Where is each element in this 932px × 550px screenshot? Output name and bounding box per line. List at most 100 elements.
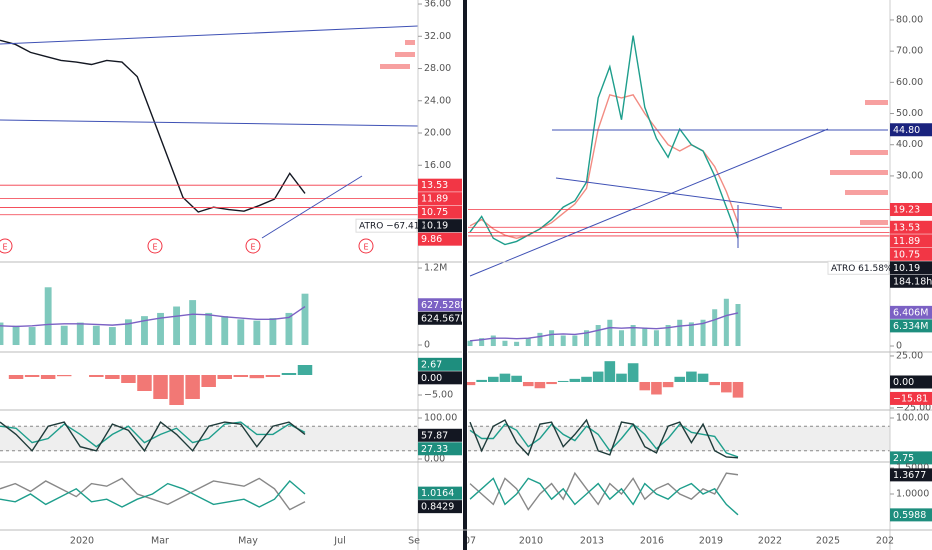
histogram-bar — [546, 381, 557, 385]
volume-bar — [549, 330, 555, 347]
series-line — [0, 39, 306, 213]
price-tag-label: 1.3677 — [893, 470, 926, 481]
volume-bar — [237, 319, 245, 346]
trend-line — [469, 128, 829, 277]
volume-bar — [44, 287, 52, 346]
histogram-bar — [686, 371, 697, 382]
price-tag-label: 624.567K — [421, 313, 467, 324]
series-line — [469, 423, 739, 458]
profile-bar — [860, 220, 888, 225]
price-tag-label: 9.86 — [421, 234, 442, 245]
volume-bar — [92, 325, 100, 346]
price-tag-label: 0.8429 — [421, 502, 454, 513]
volume-bar — [173, 306, 181, 346]
x-tick-label: Jul — [333, 536, 345, 547]
volume-bar — [467, 340, 473, 347]
price-tag — [890, 234, 932, 248]
price-tag — [418, 371, 462, 385]
series-line — [469, 418, 739, 459]
histogram-bar — [297, 365, 313, 375]
volume-bar — [584, 330, 590, 347]
x-tick-label: Mar — [151, 536, 169, 547]
price-tag — [418, 205, 462, 219]
histogram-bar — [674, 376, 686, 382]
price-tag — [890, 203, 932, 217]
series-line — [469, 471, 739, 511]
histogram-bar — [89, 375, 104, 377]
price-tag-label: 44.80 — [893, 125, 920, 136]
volume-bar — [688, 322, 694, 347]
volume-bar — [189, 300, 197, 346]
price-tag — [418, 311, 462, 325]
volume-bar — [301, 293, 309, 346]
earnings-letter: E — [2, 243, 7, 252]
price-tag — [418, 428, 462, 442]
volume-bar — [479, 338, 485, 347]
price-tag-label: 2.75 — [893, 453, 914, 464]
volume-bar — [205, 312, 213, 346]
volume-bar — [12, 325, 20, 346]
y-tick-label: 0.00 — [424, 454, 445, 465]
x-tick-label: May — [238, 536, 258, 547]
y-tick-label: 0 — [896, 341, 902, 352]
histogram-bar — [137, 375, 152, 391]
histogram-bar — [121, 375, 136, 383]
price-tag-label: 1.0164 — [421, 488, 454, 499]
histogram-bar — [24, 375, 40, 377]
price-tag — [418, 219, 462, 233]
histogram-bar — [522, 381, 534, 387]
earnings-marker — [358, 238, 374, 254]
price-tag — [418, 192, 462, 206]
series-line — [469, 312, 739, 342]
histogram-bar — [169, 375, 184, 405]
volume-bar — [607, 319, 613, 347]
y-tick-label: 24.00 — [424, 95, 451, 106]
trend-line — [0, 119, 419, 127]
price-tag — [418, 232, 462, 246]
price-tag — [890, 451, 932, 465]
trend-line — [0, 25, 419, 45]
histogram-bar — [697, 373, 709, 382]
earnings-marker — [245, 238, 261, 254]
histogram-bar — [488, 376, 499, 382]
histogram-bar — [464, 381, 476, 386]
volume-bar — [700, 319, 706, 347]
price-tag-label: 184.18h — [893, 276, 932, 287]
y-tick-label: 25.00 — [896, 350, 923, 361]
price-tag — [890, 319, 932, 333]
histogram-bar — [40, 375, 56, 379]
histogram-bar — [185, 375, 200, 399]
y-tick-label: 100.00 — [896, 412, 929, 423]
earnings-markers — [0, 238, 374, 254]
histogram-bar — [651, 381, 662, 395]
caption-label: ATRO 61.58% — [831, 264, 893, 274]
profile-bar — [830, 170, 888, 175]
y-tick-label: 20.00 — [424, 128, 451, 139]
profile-bar — [395, 52, 415, 57]
y-tick-label: 50.00 — [896, 108, 923, 119]
y-tick-label: 0 — [424, 340, 430, 351]
earnings-letter: E — [250, 243, 255, 252]
price-tag-label: 0.00 — [421, 373, 442, 384]
histogram-bar — [201, 375, 216, 387]
volume-bar — [665, 325, 671, 347]
profile-bar — [845, 190, 888, 195]
histogram-bar — [616, 373, 627, 382]
series-line — [0, 477, 306, 511]
price-tag — [418, 298, 462, 312]
series-line — [469, 93, 739, 240]
price-tag — [890, 274, 932, 288]
volume-bar — [157, 312, 164, 346]
trend-line — [555, 177, 783, 209]
price-tag — [890, 220, 932, 234]
price-tag — [890, 247, 932, 261]
volume-bar — [124, 319, 132, 346]
volume-bar — [514, 341, 520, 347]
price-tag-label: 11.89 — [421, 194, 448, 205]
x-tick-label: 2025 — [816, 536, 840, 547]
histogram-bar — [569, 378, 581, 382]
volume-bar — [0, 322, 4, 346]
price-tag — [418, 500, 462, 514]
